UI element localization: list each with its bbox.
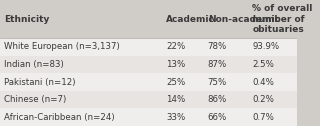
Text: 33%: 33% (166, 113, 186, 122)
Bar (0, 0, 297, 38)
Text: 78%: 78% (208, 42, 227, 51)
Text: 22%: 22% (166, 42, 186, 51)
Text: 86%: 86% (208, 95, 227, 104)
Text: 75%: 75% (208, 77, 227, 87)
Bar (0, 73, 297, 91)
Bar (0, 108, 297, 126)
Bar (0, 38, 297, 56)
Text: White European (n=3,137): White European (n=3,137) (4, 42, 120, 51)
Text: 25%: 25% (166, 77, 186, 87)
Text: African-Caribbean (n=24): African-Caribbean (n=24) (4, 113, 115, 122)
Text: 2.5%: 2.5% (252, 60, 274, 69)
Text: 14%: 14% (166, 95, 186, 104)
Text: Ethnicity: Ethnicity (4, 15, 50, 24)
Text: 87%: 87% (208, 60, 227, 69)
Bar (0, 56, 297, 73)
Text: % of overall
number of
obituaries: % of overall number of obituaries (252, 4, 313, 34)
Text: 66%: 66% (208, 113, 227, 122)
Text: 0.4%: 0.4% (252, 77, 274, 87)
Text: Chinese (n=7): Chinese (n=7) (4, 95, 67, 104)
Text: Academic: Academic (166, 15, 215, 24)
Text: 13%: 13% (166, 60, 186, 69)
Text: 0.2%: 0.2% (252, 95, 274, 104)
Text: 0.7%: 0.7% (252, 113, 274, 122)
Text: Indian (n=83): Indian (n=83) (4, 60, 64, 69)
Text: Pakistani (n=12): Pakistani (n=12) (4, 77, 76, 87)
Bar (0, 91, 297, 108)
Text: 93.9%: 93.9% (252, 42, 279, 51)
Text: Non-academic: Non-academic (208, 15, 280, 24)
